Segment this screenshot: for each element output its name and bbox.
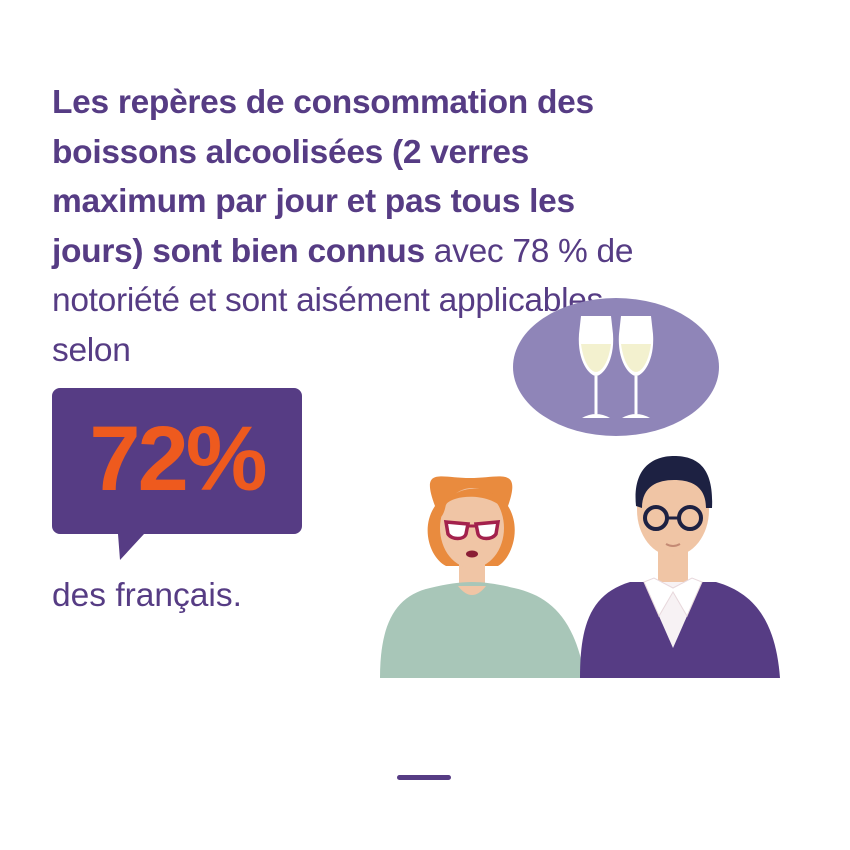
man-figure — [580, 456, 780, 678]
woman-figure — [380, 476, 585, 678]
wine-glasses-icon — [578, 316, 654, 418]
stat-caption: des français. — [52, 577, 242, 614]
slide-indicator-bar — [397, 775, 451, 780]
headline-regular: avec 78 % de notoriété et sont aisément … — [52, 232, 634, 369]
thought-bubble — [513, 298, 719, 436]
stat-percentage: 72% — [89, 408, 267, 510]
speech-bubble-shape — [52, 388, 302, 560]
headline-text: Les repères de consommation des boissons… — [52, 78, 652, 375]
headline-bold: Les repères de consommation des boissons… — [52, 84, 594, 270]
people-illustration — [380, 298, 780, 678]
stat-speech-bubble: 72% — [52, 388, 302, 560]
